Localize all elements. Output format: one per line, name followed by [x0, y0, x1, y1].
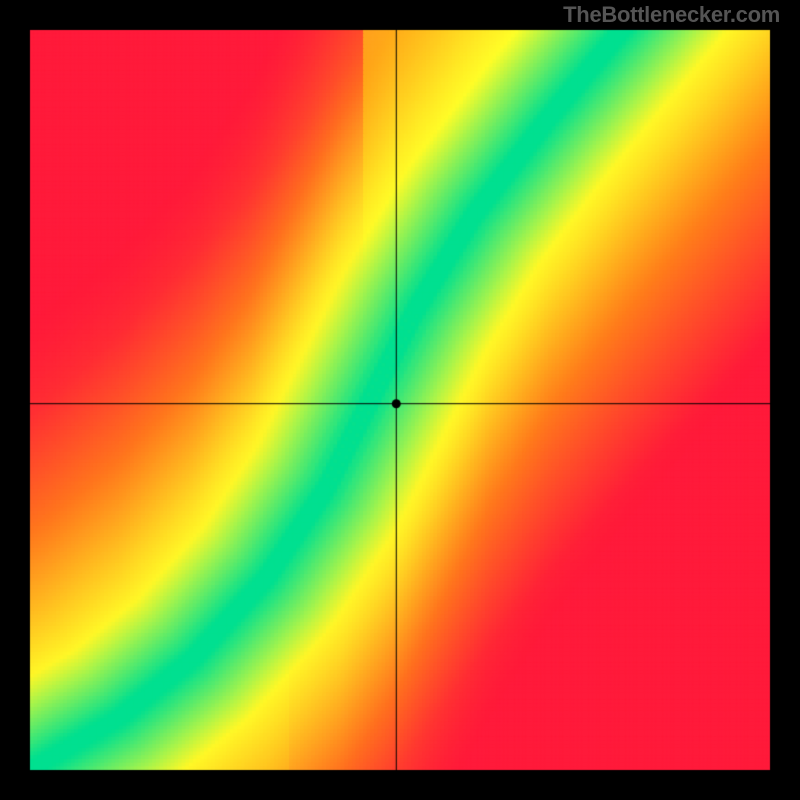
- watermark-text: TheBottlenecker.com: [563, 2, 780, 28]
- heatmap-canvas: [0, 0, 800, 800]
- chart-container: TheBottlenecker.com: [0, 0, 800, 800]
